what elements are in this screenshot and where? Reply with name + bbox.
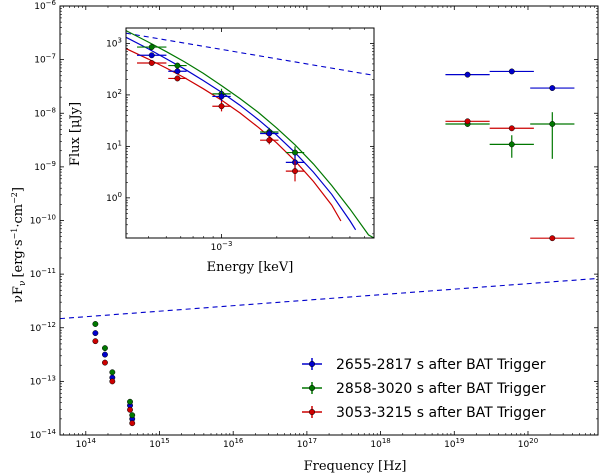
data-point (92, 330, 99, 337)
data-point (508, 125, 515, 132)
y-tick-label: 10−9 (34, 160, 56, 173)
inset-axes-frame (125, 27, 375, 239)
inset-data-point (174, 62, 181, 69)
x-tick-label: 1014 (76, 437, 97, 450)
y-axis-label-units-3: ] (11, 187, 26, 192)
y-axis-label-exp-1: −1 (10, 228, 19, 240)
data-point (127, 406, 133, 413)
inset-y-tick-label: 102 (106, 88, 122, 101)
legend-label: 2655-2817 s after BAT Trigger (336, 357, 546, 373)
y-axis-label-main: νF (11, 286, 26, 303)
data-point (549, 121, 556, 127)
y-tick-label: 10−14 (30, 428, 57, 441)
y-tick-label: 10−11 (30, 267, 56, 280)
inset-model-curve (125, 36, 357, 231)
inset-data-point (218, 93, 225, 100)
inset-data-point (174, 75, 181, 82)
legend-label: 2858-3020 s after BAT Trigger (336, 381, 546, 397)
legend-marker (308, 360, 316, 368)
inset-data-point (292, 149, 298, 156)
inset-model-curve (125, 48, 342, 222)
legend-entry: 2655-2817 s after BAT Trigger (302, 357, 546, 373)
y-axis-label-units-2: ·cm (11, 204, 26, 228)
data-point (92, 338, 99, 345)
inset-data-point (218, 103, 225, 110)
x-tick-label: 1019 (444, 437, 464, 450)
y-tick-label: 10−6 (34, 0, 56, 12)
y-axis-label-exp-2: −2 (10, 192, 19, 204)
y-tick-label: 10−13 (30, 374, 56, 387)
x-tick-label: 1015 (149, 437, 169, 450)
y-tick-label: 10−12 (30, 321, 56, 334)
y-tick-label: 10−8 (34, 106, 56, 119)
inset-y-tick-label: 103 (106, 36, 122, 49)
data-point (102, 351, 108, 358)
data-point (102, 345, 108, 352)
y-axis-label-units: [erg·s (11, 239, 26, 277)
legend: 2655-2817 s after BAT Trigger 2858-3020 … (302, 357, 546, 421)
data-point (508, 68, 515, 75)
data-point (464, 118, 471, 125)
legend-label: 3053-3215 s after BAT Trigger (336, 405, 546, 421)
data-point (127, 398, 133, 405)
inset-x-axis-label: Energy [keV] (207, 260, 294, 275)
y-tick-label: 10−10 (30, 214, 56, 227)
inset-data-point (174, 68, 181, 75)
inset-y-axis-label: Flux [μJy] (68, 102, 83, 166)
data-point (102, 359, 108, 366)
x-axis-label: Frequency [Hz] (304, 459, 407, 474)
data-point (549, 85, 556, 91)
x-tick-label: 1016 (223, 437, 244, 450)
axes-frame (59, 5, 599, 436)
inset-y-tick-label: 100 (106, 191, 122, 204)
inset-dashed-line (125, 32, 375, 76)
data-point (508, 141, 515, 148)
inset-data-point (148, 52, 155, 59)
inset-x-tick-label: 10−3 (211, 240, 233, 253)
legend-marker (308, 384, 316, 392)
legend-entry: 3053-3215 s after BAT Trigger (302, 405, 546, 421)
inset-y-tick-label: 101 (106, 139, 122, 152)
data-point (109, 369, 116, 376)
x-tick-label: 1017 (297, 437, 317, 450)
data-point (109, 378, 116, 385)
legend-marker (308, 408, 316, 416)
x-tick-label: 1020 (518, 437, 538, 450)
y-axis-label: νFν [erg·s−1·cm−2] (10, 187, 28, 303)
y-axis-label-sub: ν (18, 281, 28, 286)
data-point (129, 420, 136, 427)
data-point (464, 71, 471, 78)
inset-model-curve (125, 30, 375, 239)
inset-data-point (292, 168, 298, 175)
inset-plot-background (126, 28, 374, 238)
inset-data-point (266, 137, 273, 144)
inset-data-point (148, 60, 155, 66)
inset-plot-panel: 10−3 100 101 102 103 (106, 27, 375, 253)
data-point (549, 235, 556, 242)
legend-entry: 2858-3020 s after BAT Trigger (302, 381, 546, 397)
y-tick-label: 10−7 (34, 53, 56, 66)
inset-data-point (266, 130, 273, 137)
data-point (92, 321, 99, 327)
inset-data-point (148, 44, 155, 50)
data-point (129, 412, 136, 419)
x-tick-label: 1018 (370, 437, 390, 450)
